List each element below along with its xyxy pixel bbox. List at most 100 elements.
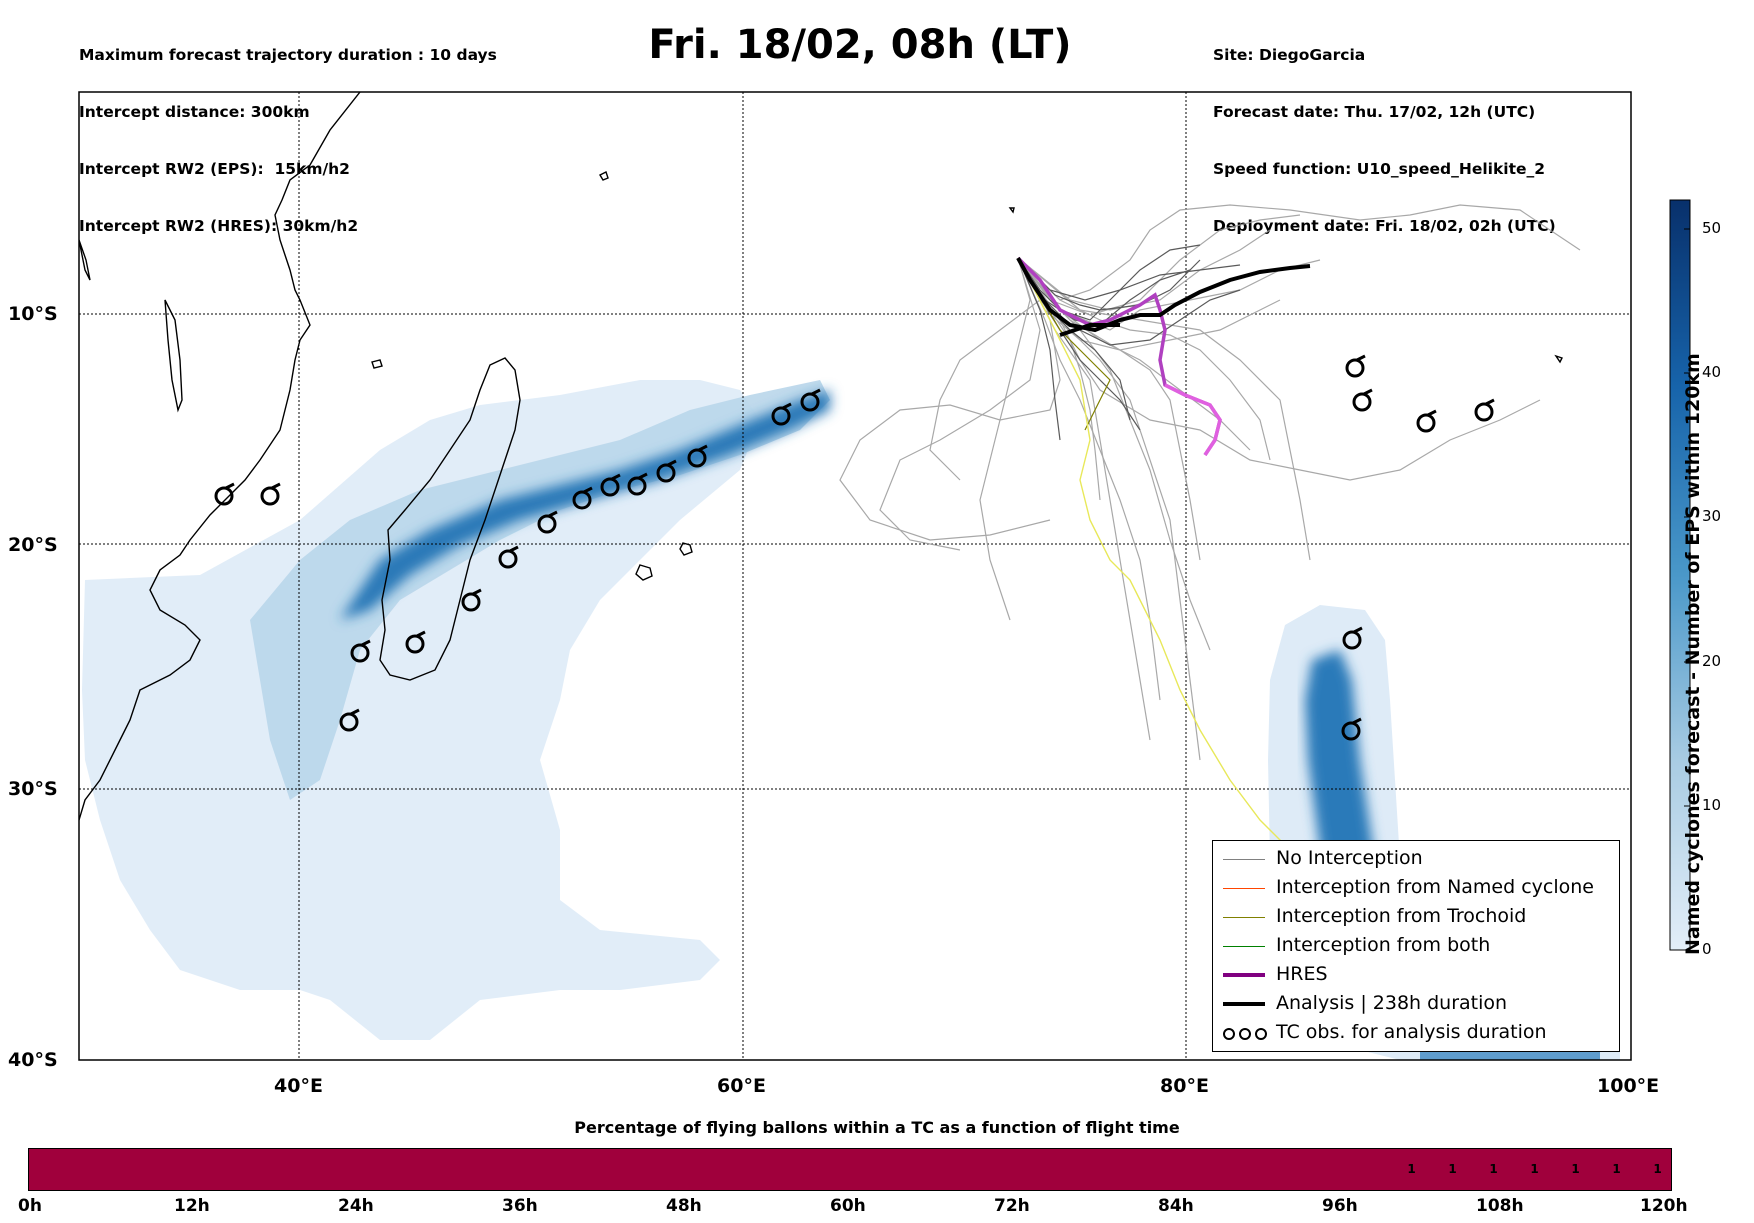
- seychelles: [599, 171, 609, 181]
- timebar-cell: 1: [1653, 1162, 1662, 1176]
- lake-tanganyika: [79, 239, 91, 281]
- graticule: [79, 92, 1631, 1060]
- cyclone-icon: [1352, 388, 1373, 412]
- timebar-cell: 1: [1489, 1162, 1498, 1176]
- header-forecast-date: Forecast date: Thu. 17/02, 12h (UTC): [1213, 103, 1536, 121]
- timebar-cell: 1: [1448, 1162, 1457, 1176]
- legend-label: Interception from both: [1276, 934, 1491, 956]
- lat-label: 10°S: [8, 303, 58, 325]
- header-intercept-eps: Intercept RW2 (EPS): 15km/h2: [79, 160, 350, 178]
- cyclone-icon: [1342, 626, 1363, 650]
- timebar-cell: 1: [1407, 1162, 1416, 1176]
- cyclone-icon: [214, 482, 235, 506]
- coastlines: [79, 92, 1563, 821]
- yellow-trajectory: [1017, 257, 1291, 851]
- timebar-tick: 120h: [1640, 1196, 1688, 1216]
- tc-observations: [214, 354, 1495, 741]
- legend: No Interception Interception from Named …: [1212, 840, 1620, 1052]
- cyclone-icon: [339, 708, 360, 732]
- legend-item: Interception from Trochoid: [1213, 903, 1619, 932]
- hres-trajectory-tail: [1164, 383, 1222, 456]
- lon-label: 100°E: [1597, 1075, 1659, 1097]
- cyclone-icon: [627, 472, 648, 496]
- timebar-cell: 1: [1571, 1162, 1580, 1176]
- analysis-trajectory: [1016, 257, 1311, 333]
- trochoid-trajectory: [1017, 257, 1111, 431]
- islet-1: [1008, 207, 1015, 214]
- header-max-duration: Maximum forecast trajectory duration : 1…: [79, 46, 497, 64]
- africa-coast: [79, 92, 361, 821]
- colorbar-tick-label: 20: [1702, 652, 1722, 670]
- cyclone-icon: [1341, 717, 1362, 741]
- timebar-tick: 60h: [830, 1196, 866, 1216]
- madagascar-coast: [379, 357, 521, 681]
- timebar-tick: 12h: [174, 1196, 210, 1216]
- header-deployment-date: Deployment date: Fri. 18/02, 02h (UTC): [1213, 217, 1556, 235]
- page-title: Fri. 18/02, 08h (LT): [648, 22, 1072, 68]
- header-intercept-distance: Intercept distance: 300km: [79, 103, 310, 121]
- lon-label: 80°E: [1160, 1075, 1209, 1097]
- legend-item: No Interception: [1213, 845, 1619, 874]
- timebar-cell: 1: [1612, 1162, 1621, 1176]
- cyclone-icon: [260, 482, 281, 506]
- legend-swatch: [1223, 973, 1265, 977]
- colorbar-tick-label: 10: [1702, 796, 1722, 814]
- analysis-trajectory-early: [1059, 323, 1120, 337]
- cyclone-icon: [1474, 398, 1495, 422]
- cyclone-icon: [537, 510, 558, 534]
- reunion: [679, 542, 693, 556]
- timebar-tick: 0h: [18, 1196, 42, 1216]
- header-intercept-hres: Intercept RW2 (HRES): 30km/h2: [79, 217, 359, 235]
- lon-label: 60°E: [717, 1075, 766, 1097]
- legend-label: Analysis | 238h duration: [1276, 992, 1508, 1014]
- cyclone-icon: [771, 402, 792, 426]
- timebar-title: Percentage of flying ballons within a TC…: [574, 1118, 1180, 1137]
- legend-swatch: [1223, 917, 1265, 918]
- legend-label: HRES: [1276, 963, 1328, 985]
- legend-swatch: [1223, 946, 1265, 947]
- lon-label: 40°E: [274, 1075, 323, 1097]
- colorbar-tick-label: 30: [1702, 507, 1722, 525]
- islet-2: [1554, 354, 1563, 364]
- header-right: Site: DiegoGarcia Forecast date: Thu. 17…: [1213, 8, 1556, 255]
- lat-label: 20°S: [8, 534, 58, 556]
- legend-item: TC obs. for analysis duration: [1213, 1019, 1619, 1048]
- cyclone-icon: [800, 388, 821, 412]
- timebar-cell: 1: [1530, 1162, 1539, 1176]
- lat-label: 40°S: [8, 1049, 58, 1071]
- mauritius: [635, 564, 653, 581]
- lat-label: 30°S: [8, 778, 58, 800]
- timebar-tick: 24h: [338, 1196, 374, 1216]
- cyclone-icon: [1345, 354, 1366, 378]
- header-site: Site: DiegoGarcia: [1213, 46, 1366, 64]
- timebar-tick: 72h: [994, 1196, 1030, 1216]
- legend-label: No Interception: [1276, 847, 1423, 869]
- legend-label: Interception from Named cyclone: [1276, 876, 1594, 898]
- cyclone-icon: [498, 545, 519, 569]
- timebar-tick: 96h: [1322, 1196, 1358, 1216]
- cyclone-icon: [687, 444, 708, 468]
- cyclone-icon: [600, 473, 621, 497]
- cyclone-icon: [405, 630, 426, 654]
- colorbar-ticks: [1684, 228, 1690, 951]
- legend-label: Interception from Trochoid: [1276, 905, 1527, 927]
- cyclone-icon: [1416, 409, 1437, 433]
- colorbar: [1669, 199, 1691, 951]
- legend-item: HRES: [1213, 961, 1619, 990]
- cyclone-icon: [461, 588, 482, 612]
- cyclone-icon: [350, 639, 371, 663]
- colorbar-tick-label: 50: [1702, 219, 1722, 237]
- timebar-tick: 48h: [666, 1196, 702, 1216]
- timebar-tick: 84h: [1158, 1196, 1194, 1216]
- map-frame: [78, 91, 1632, 1061]
- legend-item: Analysis | 238h duration: [1213, 990, 1619, 1019]
- header-speed-function: Speed function: U10_speed_Helikite_2: [1213, 160, 1546, 178]
- legend-swatch: [1223, 859, 1265, 860]
- lake-malawi: [164, 299, 183, 413]
- legend-item: Interception from Named cyclone: [1213, 874, 1619, 903]
- legend-item: Interception from both: [1213, 932, 1619, 961]
- header-left: Maximum forecast trajectory duration : 1…: [79, 8, 497, 255]
- timebar-tick: 36h: [502, 1196, 538, 1216]
- comoros: [371, 359, 383, 369]
- colorbar-label: Named cyclones forecast - Number of EPS …: [1682, 353, 1704, 955]
